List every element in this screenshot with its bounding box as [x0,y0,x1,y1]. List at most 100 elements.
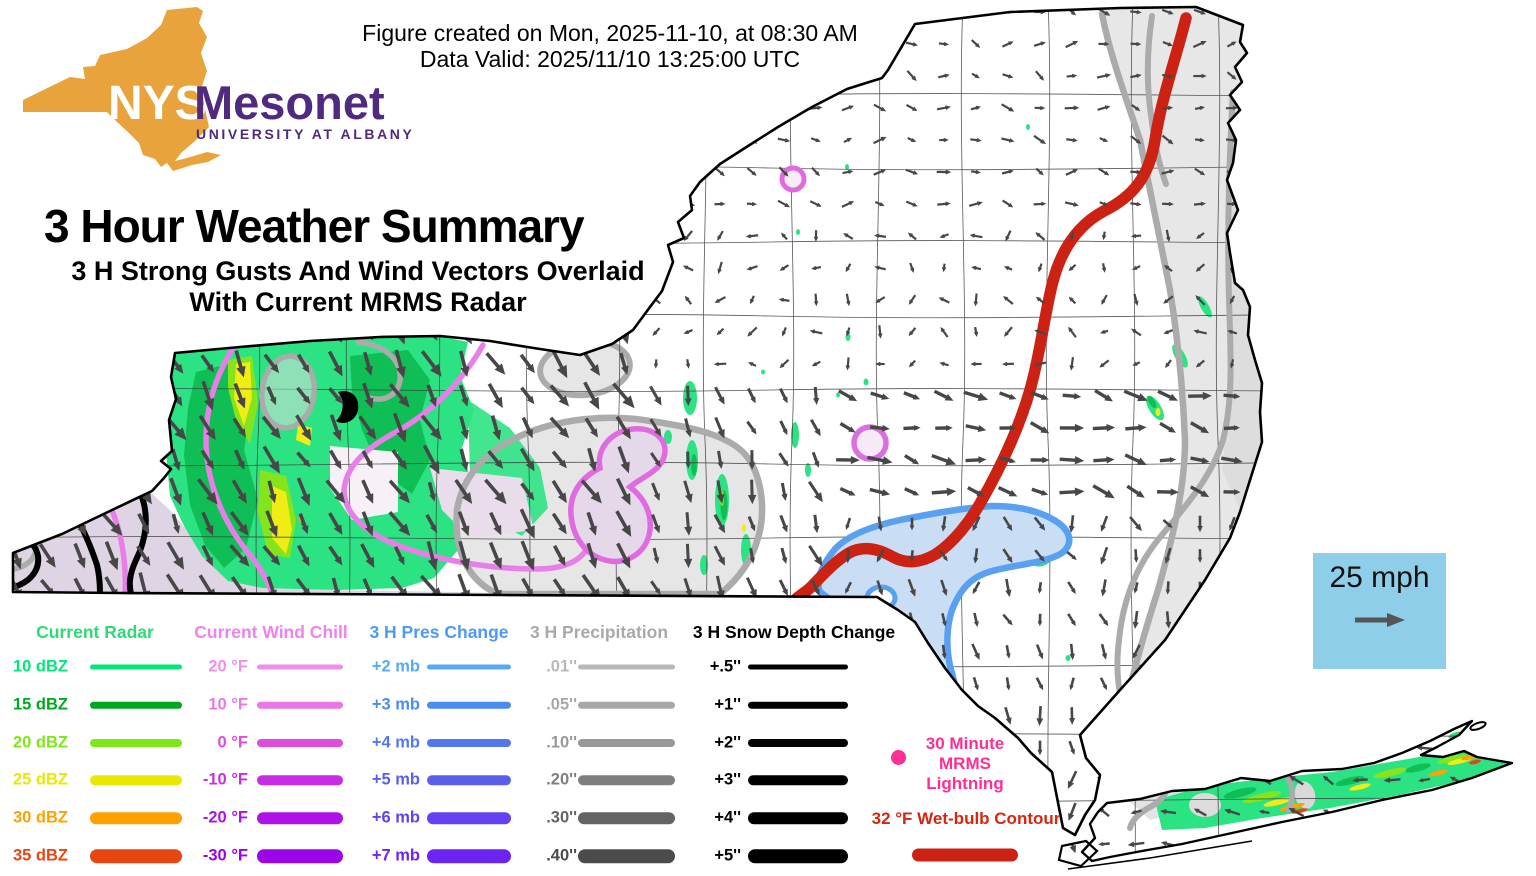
legend-column-title: Current Radar [36,622,154,642]
legend-column-title: Current Wind Chill [194,622,348,642]
radar-li-streak [1428,769,1448,777]
legend-row-label: -30 °F [202,846,248,865]
barrier-island-line [1067,840,1253,870]
legend-row-label: -10 °F [202,770,248,789]
legend-row-label: 10 °F [208,695,248,714]
long-island-outline [1080,719,1514,863]
radar-speck [691,454,697,476]
subtitle-line2: With Current MRMS Radar [189,287,527,317]
nys-mesonet-logo: NYS Mesonet UNIVERSITY AT ALBANY [0,0,420,180]
radar-speck [761,369,765,375]
radar-speck [805,463,811,477]
radar-li-streak [1223,787,1257,799]
legend-row-label: 0 °F [217,733,248,752]
radar-li-streak [1448,731,1462,739]
legend-row-line [578,701,675,709]
legend-row-line [90,739,182,747]
radar-speck [1026,124,1030,130]
radar-speck [700,555,708,575]
radar-speck [796,229,800,235]
radar-speck [863,378,869,386]
legend-row-label: +2'' [714,733,741,752]
page-title: 3 Hour Weather Summary [44,200,585,252]
logo-nys-text: NYS [108,77,207,130]
legend-row-label: +2 mb [371,657,420,676]
legend-row-line [90,701,182,709]
legend-row-label: 15 dBZ [12,695,68,714]
legend-row-line [90,664,182,670]
legend-row-label: 25 dBZ [12,770,68,789]
windchill-contour [203,335,276,599]
lightning-dot-icon [891,750,906,765]
legend-row-label: +3 mb [371,695,420,714]
lightning-legend-text: 30 Minute [925,734,1005,753]
radar-li-streak [1263,797,1293,807]
radar-li-streak [1469,759,1481,765]
legend-row-line [90,775,182,785]
wind-scale-label: 25 mph [1329,561,1430,594]
wind-scale-box: 25 mph [1313,553,1446,669]
radar-speck [836,392,840,398]
legend-row-line [427,812,511,824]
radar-li-streak [1349,783,1371,791]
radar-li-streak [1242,791,1282,803]
snow-contour [126,489,149,597]
radar-speck [742,524,746,532]
legend-row-label: +5'' [714,846,741,865]
radar-speck [1065,655,1071,661]
legend-row-line [257,739,343,747]
small-island [1469,721,1487,731]
legend-row-line [748,812,848,824]
legend-row-line [578,664,675,670]
lightning-legend-text: MRMS [939,754,991,773]
legend-row-label: +4'' [714,808,741,827]
legend-row-line [257,775,343,785]
radar-speck [664,430,672,444]
figure-created-text: Figure created on Mon, 2025-11-10, at 08… [362,20,858,46]
legend-row-label: +4 mb [371,733,420,752]
wetbulb-contour [791,12,1192,604]
legend-row-label: .05'' [546,695,577,714]
legend-row-label: +.5'' [709,657,741,676]
wetbulb-legend-text: 32 °F Wet-bulb Contour [871,809,1061,828]
wetbulb-legend-line [912,848,1018,862]
legend-row-label: 35 dBZ [12,846,68,865]
legend-row-label: .30'' [546,808,577,827]
legend-row-label: 20 dBZ [12,733,68,752]
precip-contour-central [453,414,766,598]
ny-state-logo-icon [23,7,221,171]
subtitle-line1: 3 H Strong Gusts And Wind Vectors Overla… [71,256,645,286]
radar-speck [845,164,849,170]
wind-scale-arrow-icon [1355,613,1405,627]
legend-row-line [748,849,848,863]
legend-row-label: +7 mb [371,846,420,865]
legend-row-line [578,812,675,824]
legend-row-label: -20 °F [202,808,248,827]
radar-speck [1155,408,1161,416]
legend-row-line [578,739,675,747]
legend-row-label: 20 °F [208,657,248,676]
radar-li-streak [1405,763,1431,773]
legend-row-line [257,701,343,709]
staten-island-outline [1057,839,1099,868]
legend-column-title: 3 H Pres Change [369,622,509,642]
legend-column-title: 3 H Snow Depth Change [692,622,896,642]
legend-row-line [748,701,848,709]
radar-li-streak [1437,754,1467,764]
logo-university-text: UNIVERSITY AT ALBANY [196,126,415,142]
legend-row-label: 10 dBZ [12,657,68,676]
legend-row-line [257,664,343,670]
legend-row-label: .40'' [546,846,577,865]
legend-row-line [257,849,343,863]
legend-row-label: +3'' [714,770,741,789]
radar-speck [791,422,799,448]
legend-row-line [427,849,511,863]
legend-row-line [427,739,511,747]
legend-row-line [90,812,182,824]
legend-row-label: .10'' [546,733,577,752]
legend-row-label: +5 mb [371,770,420,789]
legend-row-line [427,701,511,709]
